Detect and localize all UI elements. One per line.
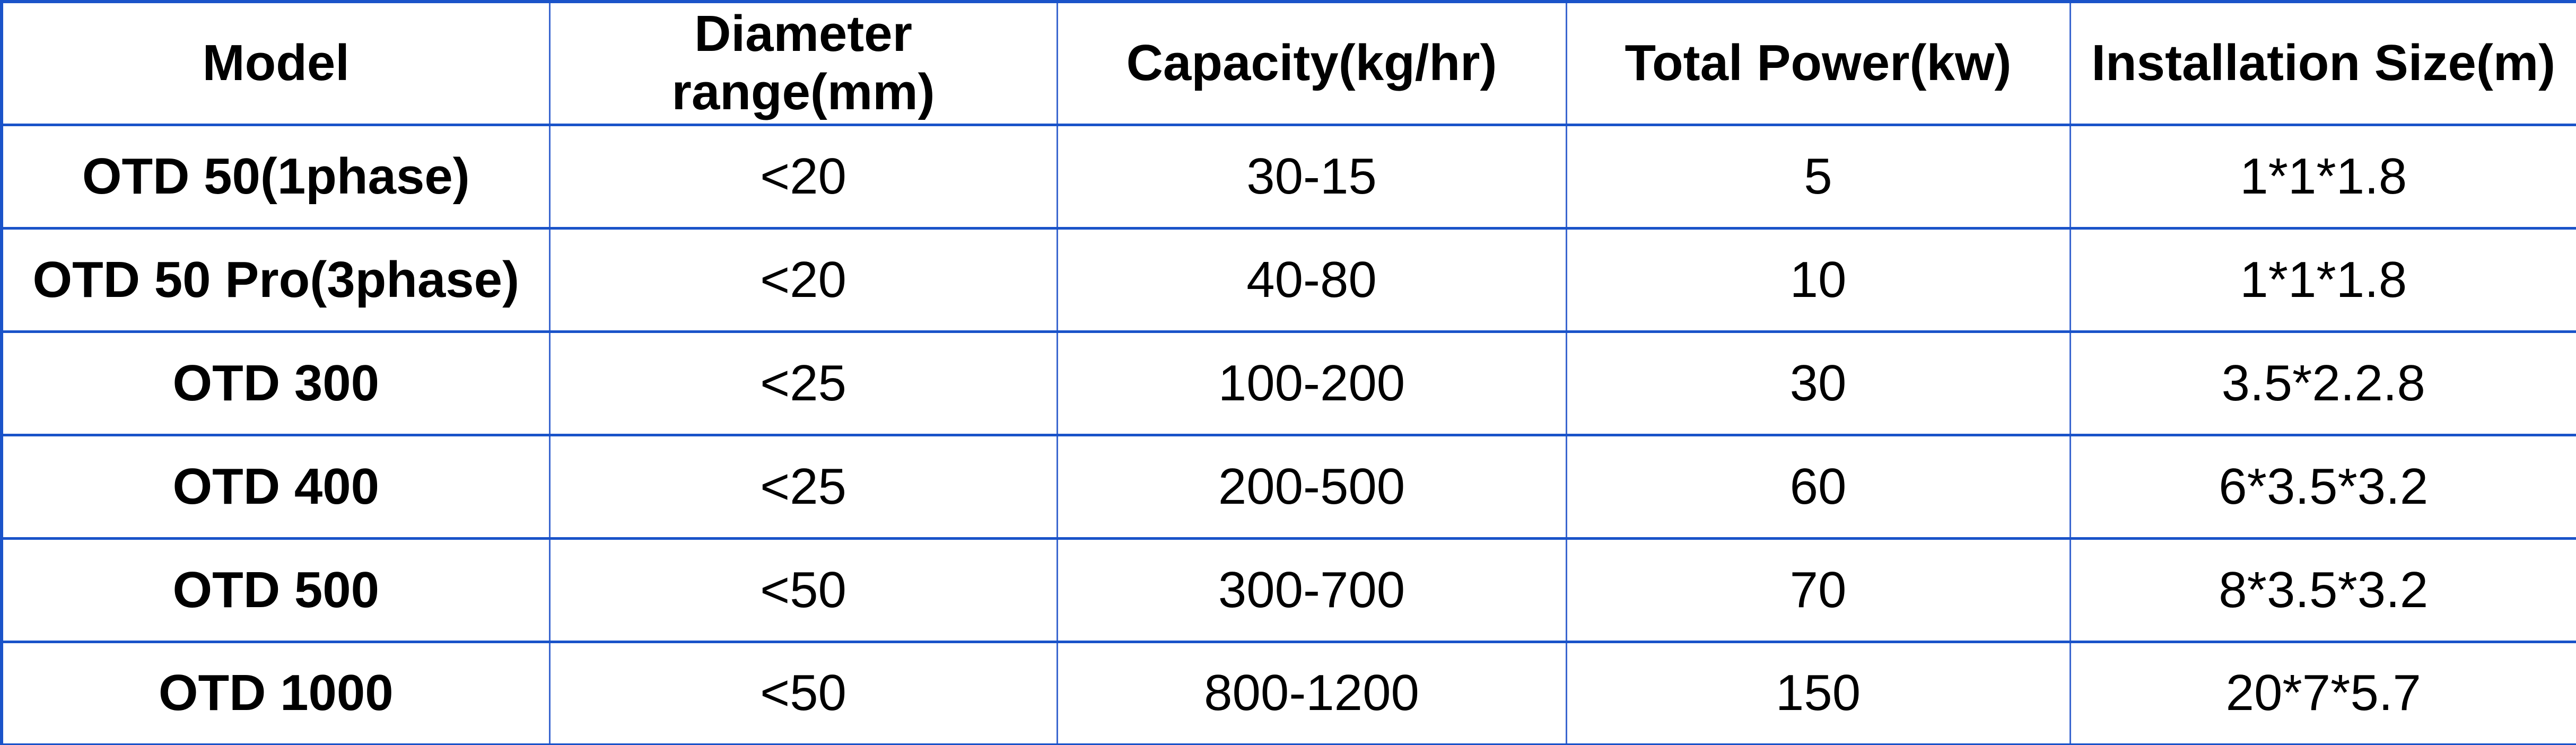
cell-installation-size: 6*3.5*3.2 xyxy=(2069,433,2576,540)
cell-capacity: 30-15 xyxy=(1056,123,1567,230)
cell-total-power: 5 xyxy=(1565,123,2071,230)
cell-total-power: 150 xyxy=(1565,640,2071,745)
table-body: OTD 50(1phase) <20 30-15 5 1*1*1.8 OTD 5… xyxy=(1,123,2576,745)
cell-capacity: 800-1200 xyxy=(1056,640,1567,745)
cell-total-power: 10 xyxy=(1565,226,2071,333)
cell-capacity: 100-200 xyxy=(1056,330,1567,436)
cell-installation-size: 20*7*5.7 xyxy=(2069,640,2576,745)
table-row: OTD 50 Pro(3phase) <20 40-80 10 1*1*1.8 xyxy=(1,226,2576,333)
cell-model: OTD 50 Pro(3phase) xyxy=(1,226,551,333)
header-row: Model Diameter range(mm) Capacity(kg/hr)… xyxy=(1,0,2576,126)
cell-total-power: 30 xyxy=(1565,330,2071,436)
header-cell-diameter-range: Diameter range(mm) xyxy=(548,0,1058,126)
cell-model: OTD 400 xyxy=(1,433,551,540)
cell-total-power: 70 xyxy=(1565,537,2071,643)
header-diameter-line1: Diameter xyxy=(694,5,912,62)
cell-model: OTD 50(1phase) xyxy=(1,123,551,230)
header-cell-installation-size: Installation Size(m) xyxy=(2069,0,2576,126)
header-cell-capacity: Capacity(kg/hr) xyxy=(1056,0,1567,126)
cell-total-power: 60 xyxy=(1565,433,2071,540)
table-header: Model Diameter range(mm) Capacity(kg/hr)… xyxy=(1,0,2576,126)
cell-installation-size: 1*1*1.8 xyxy=(2069,123,2576,230)
table-row: OTD 300 <25 100-200 30 3.5*2.2.8 xyxy=(1,330,2576,436)
table-row: OTD 500 <50 300-700 70 8*3.5*3.2 xyxy=(1,537,2576,643)
cell-installation-size: 3.5*2.2.8 xyxy=(2069,330,2576,436)
cell-diameter-range: <20 xyxy=(548,123,1058,230)
table-row: OTD 1000 <50 800-1200 150 20*7*5.7 xyxy=(1,640,2576,745)
cell-model: OTD 500 xyxy=(1,537,551,643)
cell-installation-size: 1*1*1.8 xyxy=(2069,226,2576,333)
cell-diameter-range: <50 xyxy=(548,537,1058,643)
cell-installation-size: 8*3.5*3.2 xyxy=(2069,537,2576,643)
cell-capacity: 300-700 xyxy=(1056,537,1567,643)
cell-model: OTD 300 xyxy=(1,330,551,436)
table-row: OTD 50(1phase) <20 30-15 5 1*1*1.8 xyxy=(1,123,2576,230)
cell-diameter-range: <25 xyxy=(548,433,1058,540)
cell-diameter-range: <20 xyxy=(548,226,1058,333)
cell-model: OTD 1000 xyxy=(1,640,551,745)
cell-capacity: 200-500 xyxy=(1056,433,1567,540)
table-row: OTD 400 <25 200-500 60 6*3.5*3.2 xyxy=(1,433,2576,540)
header-cell-total-power: Total Power(kw) xyxy=(1565,0,2071,126)
cell-diameter-range: <25 xyxy=(548,330,1058,436)
header-diameter-line2: range(mm) xyxy=(671,64,935,121)
cell-diameter-range: <50 xyxy=(548,640,1058,745)
cell-capacity: 40-80 xyxy=(1056,226,1567,333)
header-cell-model: Model xyxy=(1,0,551,126)
